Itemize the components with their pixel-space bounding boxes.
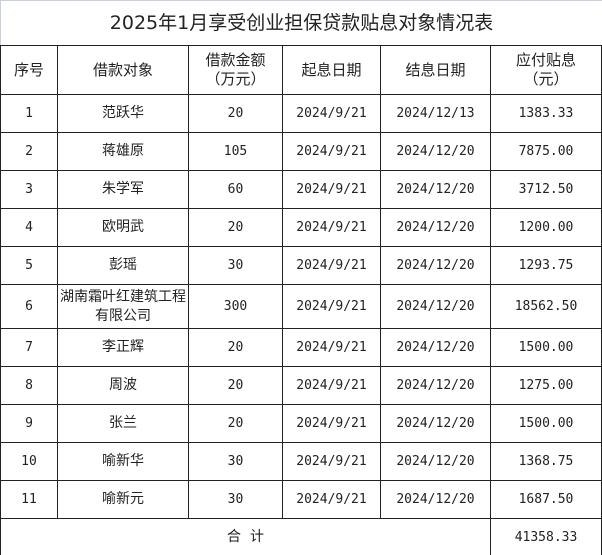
table-cell: 1687.50: [490, 480, 602, 519]
table-cell: 2024/12/20: [380, 442, 491, 481]
subsidy-table: 序号 借款对象 借款金额（万元） 起息日期 结息日期 应付贴息（元） 1 范跃华 2…: [0, 45, 602, 555]
table-cell: 2024/9/21: [282, 328, 381, 367]
table-cell: 1368.75: [490, 442, 602, 481]
table-cell: 5: [0, 246, 58, 285]
table-row: 6 湖南霜叶红建筑工程有限公司 300 2024/9/21 2024/12/20 1856…: [0, 284, 602, 329]
table-cell: 4: [0, 208, 58, 247]
header-cell: 应付贴息（元）: [490, 45, 602, 95]
table-cell: 湖南霜叶红建筑工程有限公司: [57, 284, 189, 329]
table-cell: 蒋雄原: [57, 132, 189, 171]
table-cell: 1293.75: [490, 246, 602, 285]
table-cell: 2024/9/21: [282, 480, 381, 519]
table-row: 9 张兰 20 2024/9/21 2024/12/20 1500.00: [0, 404, 602, 443]
table-cell: 8: [0, 366, 58, 405]
table-cell: 20: [188, 328, 283, 367]
table-cell: 2024/9/21: [282, 366, 381, 405]
table-cell: 李正辉: [57, 328, 189, 367]
header-cell: 借款对象: [57, 45, 189, 95]
table-cell: 60: [188, 170, 283, 209]
table-cell: 2024/9/21: [282, 170, 381, 209]
table-cell: 105: [188, 132, 283, 171]
table-cell: 朱学军: [57, 170, 189, 209]
table-cell: 1275.00: [490, 366, 602, 405]
table-cell: 范跃华: [57, 94, 189, 133]
table-cell: 2024/12/20: [380, 132, 491, 171]
table-cell: 300: [188, 284, 283, 329]
table-cell: 欧明武: [57, 208, 189, 247]
table-cell: 20: [188, 94, 283, 133]
table-cell: 20: [188, 404, 283, 443]
table-cell: 2024/12/20: [380, 284, 491, 329]
table-cell: 3: [0, 170, 58, 209]
page-title: 2025年1月享受创业担保贷款贴息对象情况表: [0, 0, 602, 45]
table-cell: 1200.00: [490, 208, 602, 247]
table-row: 5 彭瑶 30 2024/9/21 2024/12/20 1293.75: [0, 246, 602, 285]
table-row: 11 喻新元 30 2024/9/21 2024/12/20 1687.50: [0, 480, 602, 519]
header-cell: 起息日期: [282, 45, 381, 95]
table-cell: 2024/9/21: [282, 208, 381, 247]
table-cell: 2: [0, 132, 58, 171]
table-cell: 1500.00: [490, 404, 602, 443]
table-cell: 2024/12/20: [380, 366, 491, 405]
table-cell: 18562.50: [490, 284, 602, 329]
table-cell: 3712.50: [490, 170, 602, 209]
table-cell: 1500.00: [490, 328, 602, 367]
table-cell: 张兰: [57, 404, 189, 443]
table-cell: 周波: [57, 366, 189, 405]
header-cell: 结息日期: [380, 45, 491, 95]
table-cell: 20: [188, 366, 283, 405]
header-row: 序号 借款对象 借款金额（万元） 起息日期 结息日期 应付贴息（元）: [0, 45, 602, 95]
table-row: 4 欧明武 20 2024/9/21 2024/12/20 1200.00: [0, 208, 602, 247]
table-cell: 喻新元: [57, 480, 189, 519]
table-cell: 彭瑶: [57, 246, 189, 285]
table-cell: 7875.00: [490, 132, 602, 171]
table-row: 10 喻新华 30 2024/9/21 2024/12/20 1368.75: [0, 442, 602, 481]
table-cell: 2024/12/20: [380, 404, 491, 443]
table-cell: 7: [0, 328, 58, 367]
table-cell: 2024/9/21: [282, 246, 381, 285]
table-cell: 喻新华: [57, 442, 189, 481]
table-cell: 20: [188, 208, 283, 247]
total-label: 合 计: [0, 518, 491, 555]
table-cell: 30: [188, 246, 283, 285]
total-row: 合 计 41358.33: [0, 518, 602, 555]
table-cell: 2024/9/21: [282, 284, 381, 329]
table-cell: 2024/9/21: [282, 404, 381, 443]
table-cell: 2024/12/20: [380, 480, 491, 519]
header-cell: 借款金额（万元）: [188, 45, 283, 95]
table-row: 2 蒋雄原 105 2024/9/21 2024/12/20 7875.00: [0, 132, 602, 171]
table-cell: 2024/9/21: [282, 442, 381, 481]
table-cell: 6: [0, 284, 58, 329]
table-row: 8 周波 20 2024/9/21 2024/12/20 1275.00: [0, 366, 602, 405]
table-cell: 2024/9/21: [282, 132, 381, 171]
total-value: 41358.33: [490, 518, 602, 555]
table-cell: 11: [0, 480, 58, 519]
table-row: 1 范跃华 20 2024/9/21 2024/12/13 1383.33: [0, 94, 602, 133]
table-cell: 30: [188, 480, 283, 519]
table-row: 7 李正辉 20 2024/9/21 2024/12/20 1500.00: [0, 328, 602, 367]
table-cell: 2024/12/20: [380, 170, 491, 209]
table-cell: 2024/12/20: [380, 328, 491, 367]
table-cell: 1383.33: [490, 94, 602, 133]
table-cell: 2024/12/20: [380, 208, 491, 247]
table-cell: 2024/9/21: [282, 94, 381, 133]
table-cell: 10: [0, 442, 58, 481]
table-cell: 9: [0, 404, 58, 443]
table-cell: 30: [188, 442, 283, 481]
table-cell: 1: [0, 94, 58, 133]
table-cell: 2024/12/20: [380, 246, 491, 285]
header-cell: 序号: [0, 45, 58, 95]
table-cell: 2024/12/13: [380, 94, 491, 133]
table-row: 3 朱学军 60 2024/9/21 2024/12/20 3712.50: [0, 170, 602, 209]
